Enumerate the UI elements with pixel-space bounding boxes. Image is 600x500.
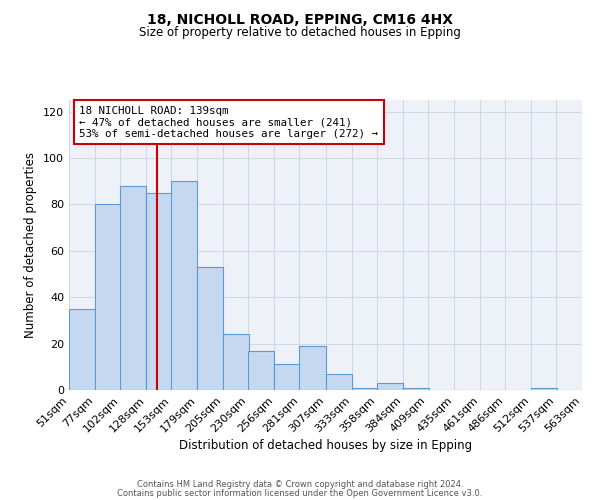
Bar — [197, 267, 223, 390]
Bar — [377, 383, 403, 390]
Bar — [531, 388, 557, 390]
Text: Size of property relative to detached houses in Epping: Size of property relative to detached ho… — [139, 26, 461, 39]
Bar — [403, 388, 429, 390]
X-axis label: Distribution of detached houses by size in Epping: Distribution of detached houses by size … — [179, 440, 472, 452]
Bar — [274, 364, 301, 390]
Bar — [352, 388, 377, 390]
Bar — [69, 309, 95, 390]
Bar — [223, 334, 250, 390]
Bar — [95, 204, 121, 390]
Bar — [120, 186, 146, 390]
Bar — [325, 374, 352, 390]
Text: 18, NICHOLL ROAD, EPPING, CM16 4HX: 18, NICHOLL ROAD, EPPING, CM16 4HX — [147, 12, 453, 26]
Y-axis label: Number of detached properties: Number of detached properties — [25, 152, 37, 338]
Text: Contains public sector information licensed under the Open Government Licence v3: Contains public sector information licen… — [118, 489, 482, 498]
Bar — [299, 346, 325, 390]
Bar — [171, 181, 197, 390]
Bar — [248, 350, 274, 390]
Text: Contains HM Land Registry data © Crown copyright and database right 2024.: Contains HM Land Registry data © Crown c… — [137, 480, 463, 489]
Bar — [146, 193, 172, 390]
Text: 18 NICHOLL ROAD: 139sqm
← 47% of detached houses are smaller (241)
53% of semi-d: 18 NICHOLL ROAD: 139sqm ← 47% of detache… — [79, 106, 378, 139]
